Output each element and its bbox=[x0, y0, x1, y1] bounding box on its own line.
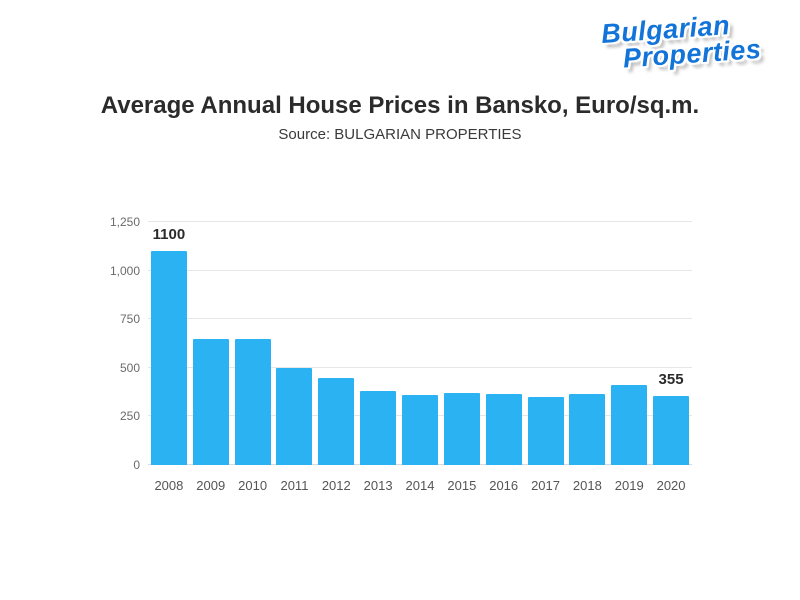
y-tick-label-500: 500 bbox=[119, 360, 140, 375]
x-tick-label-2019: 2019 bbox=[614, 478, 644, 493]
x-tick-label-2018: 2018 bbox=[572, 478, 602, 493]
bar-value-label-2020: 355 bbox=[658, 371, 684, 388]
x-tick-label-2020: 2020 bbox=[656, 478, 686, 493]
y-tick-label-0: 0 bbox=[133, 458, 140, 472]
x-tick-label-2014: 2014 bbox=[405, 478, 435, 493]
logo-line2: Properties bbox=[621, 33, 763, 74]
bar-value-label-2008: 1100 bbox=[152, 226, 186, 244]
bar-2009 bbox=[192, 338, 229, 465]
x-tick-label-2008: 2008 bbox=[154, 478, 184, 493]
x-tick-label-2017: 2017 bbox=[531, 478, 560, 493]
bar-2016 bbox=[485, 394, 522, 465]
gridline-1250 bbox=[148, 221, 692, 222]
gridline-750 bbox=[148, 318, 692, 320]
bar-2008 bbox=[150, 251, 187, 465]
x-tick-label-2013: 2013 bbox=[363, 478, 393, 493]
chart-title: Average Annual House Prices in Bansko, E… bbox=[100, 92, 700, 119]
bar-2013 bbox=[360, 391, 397, 465]
bar-2018 bbox=[569, 394, 606, 465]
gridline-1000 bbox=[148, 269, 692, 271]
x-tick-label-2015: 2015 bbox=[447, 478, 477, 493]
bar-2010 bbox=[234, 338, 271, 465]
y-tick-label-1000: 1,000 bbox=[109, 263, 140, 278]
bar-2011 bbox=[276, 367, 313, 465]
bar-2020 bbox=[653, 396, 690, 465]
bar-2017 bbox=[527, 396, 564, 465]
bulgarian-properties-logo: Bulgarian Properties bbox=[600, 10, 773, 73]
bar-chart-plot-area: 0 250 500 750 1,000 1,250 2008 2009 2010 2011 2012… bbox=[110, 215, 692, 493]
y-tick-label-750: 750 bbox=[119, 312, 140, 327]
x-tick-label-2016: 2016 bbox=[489, 478, 519, 493]
bar-2019 bbox=[611, 385, 648, 465]
bar-2012 bbox=[318, 377, 355, 465]
y-tick-label-250: 250 bbox=[119, 409, 140, 424]
bar-2014 bbox=[402, 395, 438, 465]
gridline-500 bbox=[148, 366, 692, 368]
bar-2015 bbox=[443, 393, 480, 465]
x-tick-label-2011: 2011 bbox=[280, 478, 309, 493]
x-tick-label-2012: 2012 bbox=[321, 478, 351, 493]
x-tick-label-2009: 2009 bbox=[196, 478, 226, 493]
x-tick-label-2010: 2010 bbox=[238, 478, 268, 493]
chart-subtitle: Source: BULGARIAN PROPERTIES bbox=[278, 126, 522, 143]
y-tick-label-1250: 1,250 bbox=[109, 215, 140, 229]
